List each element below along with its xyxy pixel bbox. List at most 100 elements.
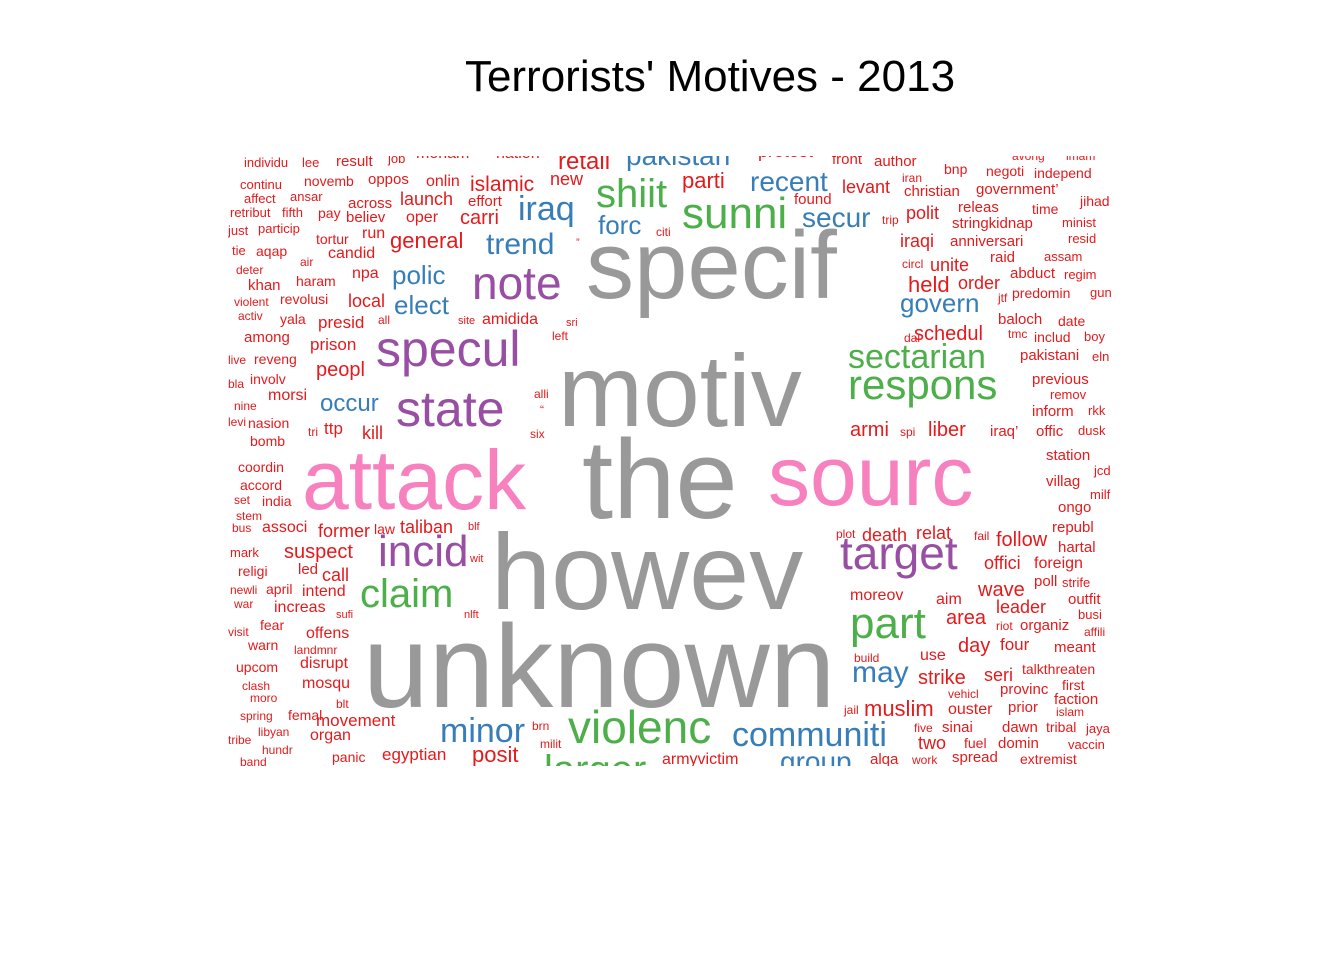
cloud-word: order (958, 273, 1001, 293)
cloud-word: retail (558, 156, 611, 175)
cloud-word: jaya (1086, 721, 1110, 736)
cloud-word: milf (1090, 487, 1111, 502)
cloud-word: seri (984, 665, 1014, 685)
cloud-word: resid (1068, 231, 1097, 246)
cloud-word: tribe (228, 733, 252, 747)
cloud-word: station (1046, 447, 1091, 464)
cloud-word: schedul (914, 323, 983, 345)
cloud-word: all (378, 313, 391, 327)
cloud-word: assam (1044, 249, 1083, 264)
cloud-word: predomin (1012, 285, 1071, 301)
cloud-word: previous (1032, 371, 1089, 388)
cloud-word: govern (900, 288, 980, 318)
cloud-word: prison (310, 335, 357, 354)
cloud-word: inform (1032, 403, 1074, 420)
cloud-word: jihad (1080, 193, 1110, 209)
cloud-word: attack (302, 433, 527, 527)
cloud-word: islamic (470, 173, 535, 196)
cloud-word: law (374, 521, 396, 537)
cloud-word: follow (996, 529, 1048, 551)
cloud-word: includ (1034, 329, 1071, 345)
cloud-word: presid (318, 313, 365, 332)
cloud-word: prior (1008, 699, 1039, 716)
cloud-word: accord (240, 477, 283, 493)
cloud-word: dal (904, 331, 921, 345)
cloud-word: ttp (324, 419, 343, 438)
cloud-word: talkthreaten (1022, 661, 1096, 677)
cloud-word: motiv (558, 334, 802, 448)
cloud-word: aim (936, 591, 962, 608)
cloud-word: iran (902, 171, 923, 185)
cloud-word: armyvictim (662, 751, 739, 767)
cloud-word: domin (998, 735, 1039, 752)
cloud-word: unknown (363, 601, 836, 733)
cloud-word: may (852, 656, 909, 689)
cloud-word: tmc (1008, 327, 1028, 341)
cloud-word: peopl (316, 359, 365, 381)
cloud-word: aqap (256, 243, 288, 259)
cloud-word: “ (540, 403, 544, 417)
cloud-word: wave (978, 579, 1025, 601)
cloud-word: affili (1084, 625, 1106, 639)
cloud-word: strife (1062, 575, 1091, 590)
cloud-word: ” (576, 237, 580, 249)
cloud-word: muslim (864, 696, 934, 721)
cloud-word: bomb (250, 433, 286, 449)
cloud-word: clash (242, 679, 271, 693)
cloud-word: leader (996, 597, 1047, 617)
cloud-word: offic (1036, 423, 1064, 440)
cloud-word: call (322, 565, 350, 585)
cloud-word: onlin (426, 173, 460, 190)
cloud-word: state (396, 381, 505, 437)
cloud-word: mosqu (302, 675, 351, 692)
cloud-word: foreign (1034, 555, 1083, 572)
cloud-word: individu (244, 156, 289, 170)
word-cloud: unknown the howev motiv specif attack sourc spe… (228, 156, 1118, 766)
cloud-word: religi (238, 563, 268, 579)
cloud-word: violent (234, 295, 269, 309)
cloud-word: movement (316, 711, 396, 730)
cloud-word: first (1062, 677, 1085, 693)
cloud-word: hundr (262, 743, 293, 757)
cloud-word: activ (238, 309, 263, 323)
cloud-word: eln (1092, 349, 1110, 364)
cloud-word: note (472, 257, 562, 309)
cloud-word: two (918, 733, 947, 753)
cloud-word: howev (491, 511, 804, 632)
cloud-word: build (854, 651, 880, 665)
cloud-word: part (850, 599, 926, 648)
cloud-word: regim (1064, 267, 1097, 282)
cloud-word: sinai (942, 719, 973, 736)
cloud-word: former (318, 521, 371, 541)
cloud-word: stem (236, 509, 263, 523)
cloud-word: organiz (1020, 617, 1070, 634)
cloud-word: incid (378, 527, 469, 576)
cloud-word: recent (750, 166, 828, 197)
cloud-word: involv (250, 371, 286, 387)
cloud-word: amidida (482, 311, 539, 328)
cloud-word: led (298, 561, 319, 578)
cloud-word: busi (1078, 607, 1102, 622)
cloud-word: circl (902, 257, 924, 271)
cloud-word: sourc (768, 429, 974, 523)
cloud-word: alqa (870, 751, 899, 766)
cloud-word: group (780, 746, 852, 767)
cloud-word: local (348, 291, 386, 311)
cloud-word: ansar (290, 189, 323, 204)
cloud-word: oper (406, 209, 439, 226)
cloud-word: jtf (998, 291, 1008, 305)
cloud-word: organ (310, 727, 351, 744)
cloud-word: secur (802, 202, 871, 233)
cloud-word: minist (1062, 215, 1096, 230)
cloud-word: associ (262, 519, 308, 536)
cloud-word: disrupt (300, 655, 349, 672)
cloud-word: npa (352, 265, 379, 282)
cloud-word: result (336, 156, 373, 170)
cloud-word: tribal (1046, 719, 1077, 735)
cloud-word: bus (232, 521, 252, 535)
cloud-word: fear (260, 617, 285, 633)
cloud-word: republ (1052, 519, 1094, 536)
cloud-word: deter (236, 263, 264, 277)
cloud-word: blt (336, 697, 349, 711)
cloud-word: particip (258, 221, 300, 236)
